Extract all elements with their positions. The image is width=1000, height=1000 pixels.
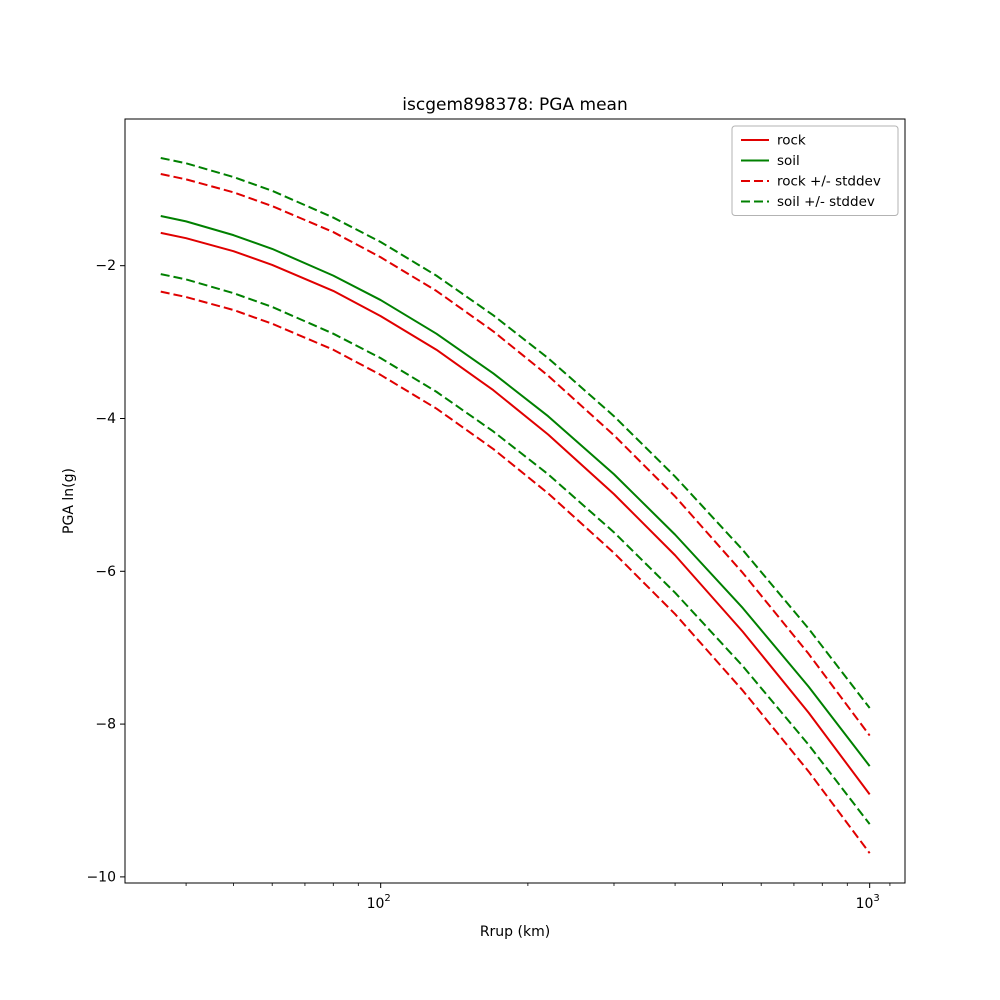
- series-line-soil-plus-stddev: [160, 156, 871, 709]
- axes-layer: −10 −8 −6 −4 −2 102 103: [86, 118, 906, 912]
- y-axis-label: PGA ln(g): [61, 468, 77, 534]
- series-line-rock-minus-stddev: [160, 290, 871, 854]
- series-line-soil: [160, 215, 871, 767]
- legend-label: rock +/- stddev: [777, 174, 881, 190]
- y-tick-label: −10: [86, 869, 116, 885]
- series-line-rock-plus-stddev: [160, 173, 871, 737]
- legend-label: soil +/- stddev: [777, 194, 875, 210]
- legend-box: [731, 125, 899, 216]
- plot-frame: [124, 118, 906, 884]
- y-tick-label: −8: [95, 717, 116, 733]
- chart-title: iscgem898378: PGA mean: [402, 95, 627, 115]
- series-line-soil-minus-stddev: [160, 273, 871, 825]
- y-tick-label: −4: [95, 411, 116, 427]
- series-line-rock: [160, 231, 871, 795]
- series-layer: [160, 156, 871, 854]
- x-tick-label: 102: [367, 893, 391, 912]
- legend-label: rock: [777, 133, 806, 149]
- x-tick-label: 103: [856, 893, 880, 912]
- legend-label: soil: [777, 153, 800, 169]
- legend-layer: rock soil rock +/- stddev soil +/- stddev: [731, 125, 899, 216]
- x-axis-label: Rrup (km): [480, 924, 550, 940]
- y-tick-label: −6: [95, 564, 116, 580]
- y-tick-label: −2: [95, 258, 116, 274]
